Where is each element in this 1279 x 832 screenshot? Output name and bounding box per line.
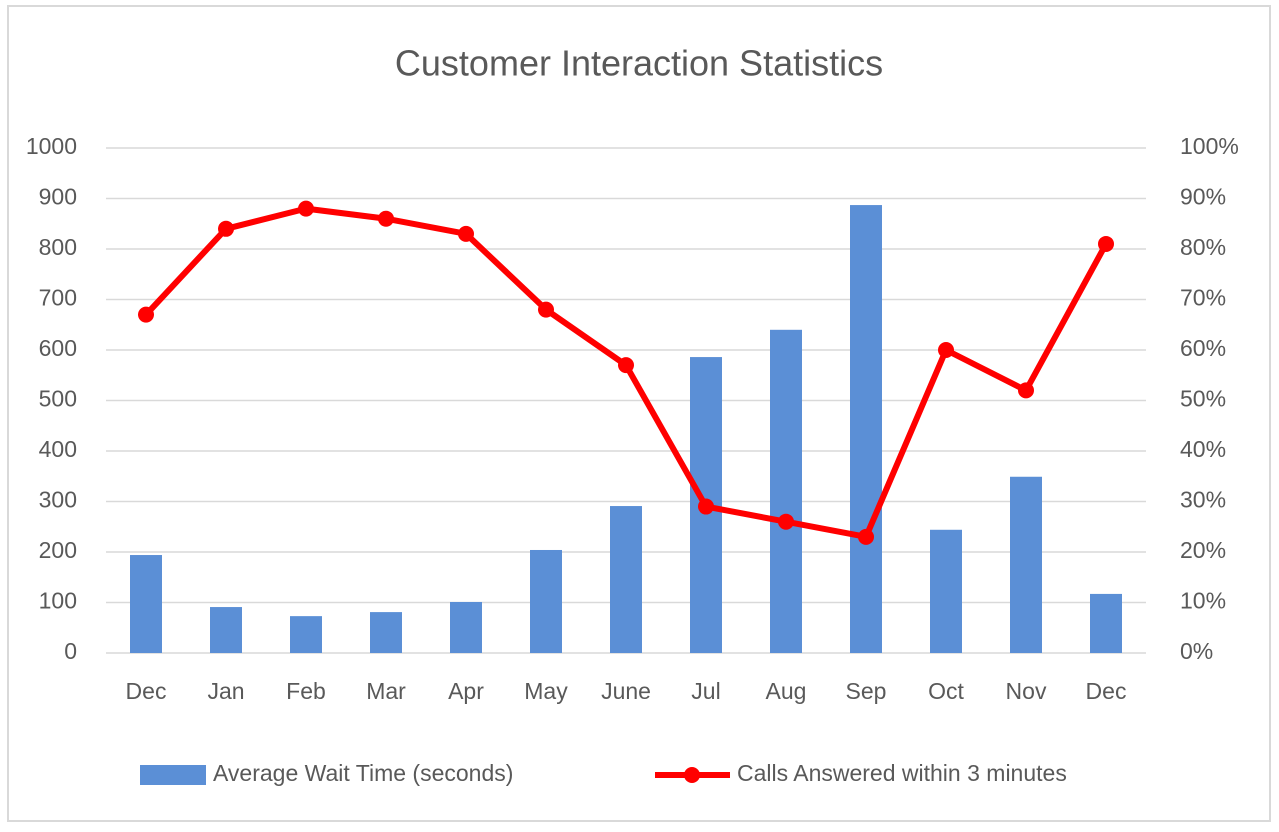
bar	[370, 612, 402, 653]
y2-tick-label: 0%	[1180, 638, 1213, 664]
y-tick-label: 600	[39, 335, 77, 361]
line-marker	[458, 225, 474, 242]
bar	[130, 555, 162, 653]
y-tick-label: 500	[39, 386, 77, 412]
y2-tick-label: 90%	[1180, 184, 1226, 210]
bar	[450, 601, 482, 653]
legend-swatch	[140, 765, 206, 785]
x-tick-label: Dec	[1086, 678, 1127, 704]
x-tick-label: Apr	[448, 678, 484, 704]
x-tick-label: Sep	[846, 678, 887, 704]
legend-marker	[684, 767, 700, 783]
line-marker	[938, 342, 954, 358]
y2-tick-label: 80%	[1180, 234, 1226, 260]
x-tick-label: Dec	[126, 678, 167, 704]
x-tick-label: Aug	[766, 678, 807, 704]
line-marker	[1018, 382, 1034, 399]
line-marker	[298, 200, 314, 217]
y2-tick-label: 70%	[1180, 285, 1226, 311]
y-tick-label: 0	[64, 638, 77, 664]
bar	[1090, 593, 1122, 653]
bar	[290, 616, 322, 653]
bar	[610, 506, 642, 653]
bar	[850, 205, 882, 653]
line-marker	[218, 220, 234, 237]
line-marker	[778, 513, 794, 530]
y-tick-label: 700	[39, 285, 77, 311]
bar	[930, 529, 962, 653]
bar	[770, 329, 802, 653]
y-tick-label: 300	[39, 487, 77, 513]
line-marker	[698, 498, 714, 515]
y2-tick-label: 30%	[1180, 487, 1226, 513]
y-tick-label: 100	[39, 588, 77, 614]
y2-tick-label: 100%	[1180, 133, 1239, 159]
bar	[530, 549, 562, 653]
line-marker	[858, 528, 874, 545]
chart-border	[7, 5, 1271, 822]
y-tick-label: 1000	[26, 133, 77, 159]
line-marker	[1098, 235, 1114, 252]
legend-label: Average Wait Time (seconds)	[213, 760, 513, 786]
line-marker	[138, 306, 154, 323]
x-tick-label: Jan	[207, 678, 244, 704]
y2-tick-label: 40%	[1180, 436, 1226, 462]
bar	[210, 607, 242, 653]
x-tick-label: May	[524, 678, 568, 704]
y-tick-label: 800	[39, 234, 77, 260]
bar	[1010, 476, 1042, 653]
legend-label: Calls Answered within 3 minutes	[737, 760, 1067, 786]
y2-tick-label: 10%	[1180, 588, 1226, 614]
line-marker	[378, 210, 394, 227]
y2-tick-label: 50%	[1180, 386, 1226, 412]
x-tick-label: Jul	[691, 678, 720, 704]
y-tick-label: 200	[39, 537, 77, 563]
x-tick-label: Nov	[1006, 678, 1047, 704]
x-tick-label: Mar	[366, 678, 406, 704]
y2-tick-label: 60%	[1180, 335, 1226, 361]
line-marker	[618, 357, 634, 374]
x-tick-label: June	[601, 678, 651, 704]
y-tick-label: 900	[39, 184, 77, 210]
x-tick-label: Feb	[286, 678, 326, 704]
y2-tick-label: 20%	[1180, 537, 1226, 563]
y-tick-label: 400	[39, 436, 77, 462]
chart-title: Customer Interaction Statistics	[395, 43, 883, 84]
x-tick-label: Oct	[928, 678, 964, 704]
line-marker	[538, 301, 554, 318]
